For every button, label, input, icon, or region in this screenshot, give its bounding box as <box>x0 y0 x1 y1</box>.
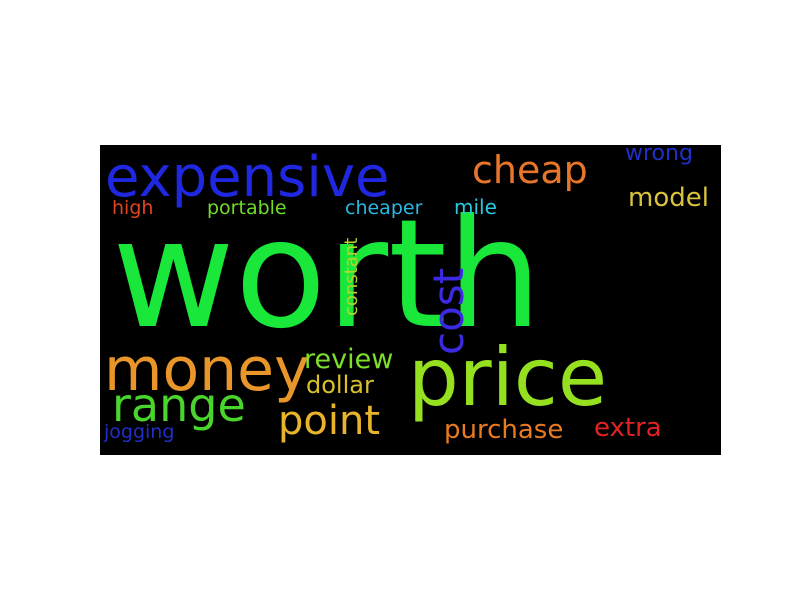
word-wrong: wrong <box>625 145 693 166</box>
word-extra: extra <box>594 413 662 443</box>
word-portable: portable <box>207 197 287 219</box>
word-cloud: worth expensive price money range point … <box>100 145 721 455</box>
word-dollar: dollar <box>306 371 374 399</box>
word-expensive: expensive <box>105 145 390 210</box>
word-jogging: jogging <box>104 421 175 443</box>
word-purchase: purchase <box>444 415 564 445</box>
word-money: money <box>104 335 310 405</box>
word-high: high <box>112 197 154 219</box>
word-range: range <box>112 378 246 432</box>
word-mile: mile <box>454 195 497 219</box>
word-model: model <box>628 183 709 213</box>
word-cheap: cheap <box>472 148 588 192</box>
word-point: point <box>278 398 381 444</box>
word-cost: cost <box>424 267 473 355</box>
word-worth: worth <box>112 188 543 362</box>
word-cheaper: cheaper <box>345 197 423 219</box>
word-review: review <box>304 344 394 375</box>
word-price: price <box>408 331 608 424</box>
word-constant: constant <box>341 237 362 316</box>
